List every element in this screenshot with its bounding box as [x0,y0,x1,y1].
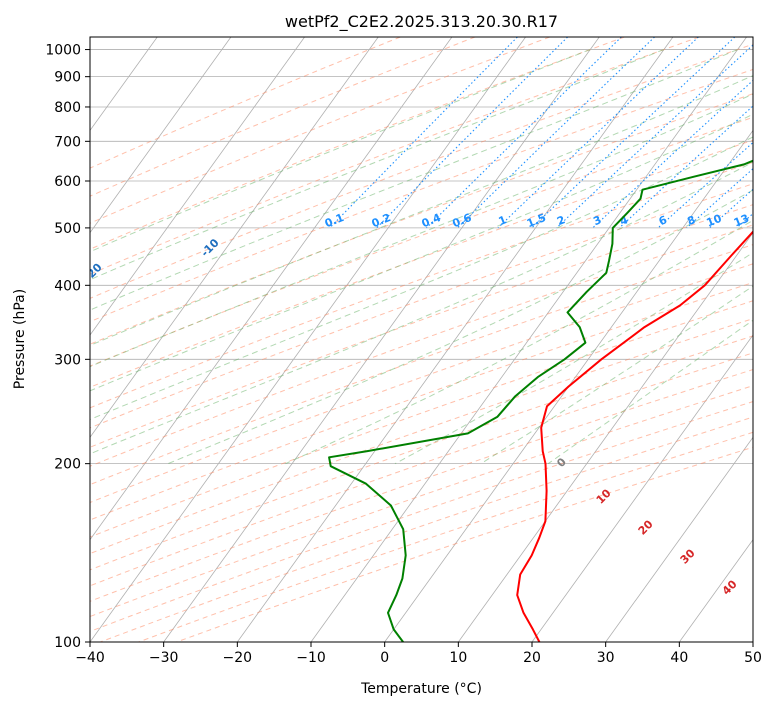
isotherm-line [90,37,379,439]
dewpoint-profile-line [328,159,753,642]
x-tick-label: 50 [744,650,762,666]
dry-adiabat-line [90,335,753,571]
isotherm-line [90,37,453,541]
isotherm-line [531,334,753,642]
y-tick-label: 100 [54,635,81,651]
chart-title: wetPf2_C2E2.2025.313.20.30.R17 [285,12,558,32]
mixing-ratio-line [556,44,753,229]
dry-adiabat-line [90,385,753,618]
moist-adiabat-line [90,113,753,392]
y-tick-label: 700 [54,134,81,150]
mixing-ratio-line [592,79,753,229]
y-axis-label: Pressure (hPa) [12,289,28,389]
dry-adiabat-line [90,282,753,521]
x-tick-label: −30 [149,650,179,666]
plot-frame [89,36,754,643]
background-lines [90,37,753,642]
dry-adiabat-line [90,68,753,323]
profile-lines [328,159,753,642]
isotherm-line [458,232,753,642]
y-tick-label: 400 [54,278,81,294]
x-tick-label: −10 [296,650,326,666]
isotherm-line [90,37,526,642]
y-tick-label: 200 [54,457,81,473]
mixing-ratio-line [426,37,622,229]
dry-adiabat-line [90,37,625,250]
x-tick-label: −40 [75,650,105,666]
moist-adiabat-line [167,189,753,465]
isotherm-line [90,37,305,336]
moist-adiabat-line [90,75,753,347]
isotherm-line [605,436,753,642]
moist-adiabat-line [90,49,591,253]
y-tick-label: 300 [54,352,81,368]
dry-adiabat-line [90,37,476,197]
y-tick-label: 500 [54,221,81,237]
isotherm-line [679,539,753,642]
moist-adiabat-line [90,49,738,311]
dry-adiabat-line [90,93,753,345]
mixing-ratio-line [456,37,655,229]
dry-adiabat-line [90,183,753,429]
y-tick-label: 600 [54,174,81,190]
temperature-profile-line [516,230,753,642]
moist-adiabat-line [90,49,665,281]
mixing-ratio-label: 13 [732,212,751,230]
x-tick-label: 20 [523,650,541,666]
isotherm-line [237,37,674,642]
dry-adiabat-line [90,224,753,467]
x-tick-label: 40 [670,650,688,666]
x-tick-label: −20 [223,650,253,666]
moist-adiabat-line [90,93,753,368]
moist-adiabat-line [285,219,753,465]
mixing-ratio-label: 8 [685,213,697,228]
y-tick-label: 1000 [45,43,81,59]
mixing-ratio-label: 2 [555,213,567,228]
plot-area: 0.10.20.40.611.52346810131620253036-100-… [89,36,754,643]
dry-adiabat-line [90,161,753,409]
mixing-ratio-label: 1 [497,213,509,228]
mixing-ratio-line [329,37,518,229]
mixing-ratio-label: 10 [705,212,724,230]
dry-adiabat-line [90,37,401,169]
x-tick-label: 0 [380,650,389,666]
dry-adiabat-line [90,37,550,224]
mixing-ratio-line [376,37,568,229]
dry-adiabat-line [90,369,753,602]
y-tick-label: 900 [54,70,81,86]
moist-adiabat-line [90,136,753,421]
x-tick-label: 10 [449,650,467,666]
x-tick-label: 30 [597,650,615,666]
x-axis-label: Temperature (°C) [360,681,482,697]
dry-adiabat-line [90,244,753,486]
moist-adiabat-line [547,319,753,465]
mixing-ratio-label: 3 [591,213,603,228]
y-tick-label: 800 [54,100,81,116]
axes: −40 −30 −20 −10 0 10 20 30 40 50 100 200 300 400 500 60… [45,43,762,666]
isotherm-line [384,129,753,642]
isotherm-line [163,37,600,642]
moist-adiabat-line [90,161,753,455]
